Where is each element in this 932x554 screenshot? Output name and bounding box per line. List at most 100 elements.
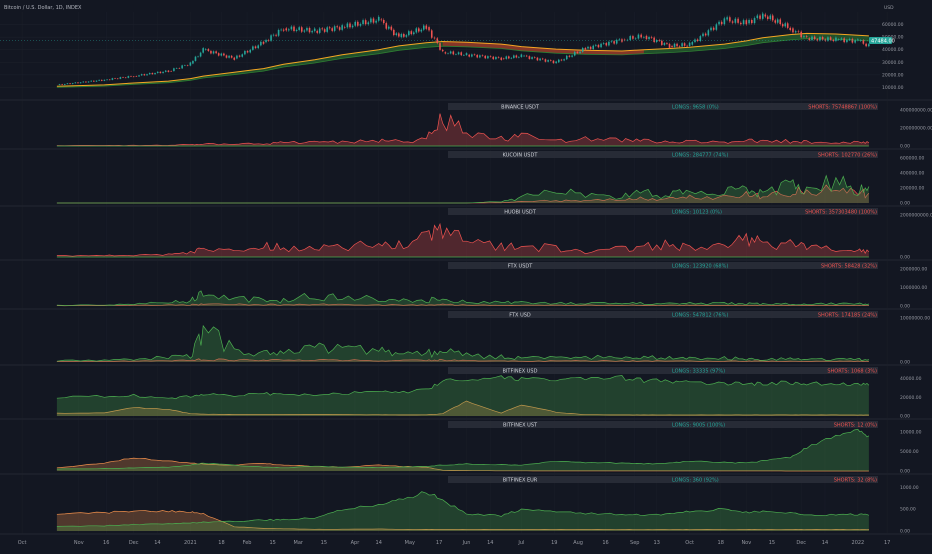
pane-label: FTX USDT: [508, 264, 534, 270]
candle: [786, 23, 789, 28]
pane-label: BITFINEX EUR: [503, 478, 538, 484]
candle: [90, 80, 93, 82]
candle: [549, 60, 552, 61]
candle: [418, 28, 420, 32]
candle: [357, 21, 359, 26]
indicator-pane[interactable]: BINANCE USDT LONGS: 9658 (0%) SHORTS: 7574…: [56, 103, 932, 150]
candle: [167, 70, 170, 72]
time-axis-tick: 16: [103, 540, 109, 546]
longs-series-line: [56, 174, 870, 204]
candle: [688, 42, 691, 46]
candle: [710, 27, 712, 31]
time-axis-tick: Feb: [243, 540, 252, 546]
pane-axis-tick: 0.00: [900, 529, 910, 535]
moving-average-line-2: [56, 38, 869, 88]
candle: [343, 27, 346, 28]
candle: [640, 34, 642, 38]
candle: [784, 23, 787, 27]
candle: [249, 49, 252, 53]
indicator-pane[interactable]: BITFINEX USD LONGS: 33335 (97%) SHORTS: 10…: [56, 367, 922, 420]
candle: [592, 45, 595, 50]
candle: [623, 39, 626, 41]
indicator-pane[interactable]: FTX USDT LONGS: 123920 (68%) SHORTS: 58428…: [56, 262, 927, 310]
candle: [246, 51, 249, 53]
pane-longs-value: LONGS: 284777 (74%): [672, 153, 728, 159]
candle: [254, 46, 257, 49]
candle: [552, 60, 555, 64]
candle: [581, 47, 584, 52]
pane-header-bar: [448, 262, 878, 269]
candle: [528, 56, 531, 59]
candle: [813, 36, 816, 40]
candle: [267, 40, 270, 41]
price-axis-tick: 30000.00: [882, 60, 904, 66]
candle: [779, 19, 782, 25]
candle: [510, 57, 513, 59]
symbol-title: Bitcoin / U.S. Dollar, 1D, INDEX: [4, 5, 82, 11]
candle: [761, 13, 764, 19]
candle: [333, 26, 336, 31]
candle: [541, 58, 544, 60]
candle: [135, 76, 138, 77]
candle: [403, 34, 405, 37]
pane-shorts-value: SHORTS: 32 (8%): [834, 478, 877, 484]
candle: [186, 65, 189, 66]
candle: [280, 29, 282, 31]
candle: [650, 37, 653, 38]
candle: [465, 53, 468, 56]
indicator-pane[interactable]: BITFINEX UST LONGS: 9005 (100%) SHORTS: 12…: [56, 421, 922, 475]
candle: [372, 18, 375, 23]
candle: [797, 31, 800, 32]
candle: [764, 14, 767, 17]
candle: [691, 42, 694, 45]
candle: [868, 44, 870, 47]
indicator-pane[interactable]: HUOBI USDT LONGS: 10123 (0%) SHORTS: 35730…: [56, 208, 932, 261]
candle: [390, 26, 393, 30]
candle: [771, 15, 774, 21]
candle: [584, 47, 587, 50]
candle: [699, 36, 702, 41]
pane-label: BITFINEX UST: [503, 423, 538, 429]
candle: [729, 17, 731, 22]
candle: [189, 62, 192, 66]
shorts-series-line: [56, 400, 869, 416]
candle: [385, 23, 388, 29]
candle: [489, 56, 492, 57]
candle: [523, 55, 525, 57]
candle: [93, 80, 95, 82]
longs-series-area: [56, 325, 869, 362]
candle: [821, 36, 824, 40]
candle: [199, 52, 202, 57]
candle: [275, 34, 277, 36]
time-axis-tick: 2022: [852, 540, 865, 546]
candle: [859, 40, 862, 41]
candle: [124, 77, 127, 79]
pane-shorts-value: SHORTS: 174185 (24%): [818, 313, 877, 319]
candle: [377, 16, 380, 21]
candle: [648, 37, 650, 40]
pane-axis-tick: 1000000.00: [900, 285, 927, 291]
indicator-pane[interactable]: KUCOIN USDT LONGS: 284777 (74%) SHORTS: 10…: [56, 151, 925, 207]
candle: [447, 53, 449, 55]
candle: [476, 54, 479, 58]
pane-shorts-value: SHORTS: 102770 (26%): [818, 153, 877, 159]
candle: [737, 18, 739, 23]
candle: [751, 19, 753, 24]
indicator-pane[interactable]: BITFINEX EUR LONGS: 360 (92%) SHORTS: 32 (…: [56, 476, 919, 535]
candle: [748, 19, 750, 24]
longs-series-line: [56, 491, 870, 527]
indicator-pane[interactable]: FTX USD LONGS: 547812 (76%) SHORTS: 174185…: [56, 311, 930, 366]
time-axis-tick: Dec: [796, 540, 806, 546]
pane-longs-value: LONGS: 9005 (100%): [672, 423, 725, 429]
pane-label: FTX USD: [509, 313, 531, 319]
candle: [61, 84, 63, 85]
candle: [468, 54, 470, 57]
candle: [400, 34, 403, 38]
candle: [277, 29, 280, 36]
candle: [608, 41, 610, 46]
pane-header-bar: [448, 367, 878, 374]
candle: [308, 27, 311, 33]
gridlines: [0, 12, 932, 535]
